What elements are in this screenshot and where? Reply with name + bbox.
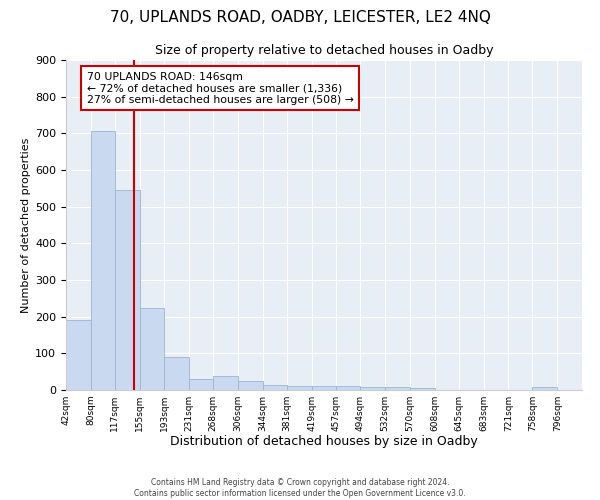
Bar [115, 190, 140, 390]
Bar [164, 357, 189, 390]
Bar [532, 386, 557, 390]
Text: 70, UPLANDS ROAD, OADBY, LEICESTER, LE2 4NQ: 70, UPLANDS ROAD, OADBY, LEICESTER, LE2 … [110, 10, 490, 25]
Bar [238, 381, 263, 390]
Bar [66, 320, 91, 390]
Bar [311, 386, 337, 390]
Bar [140, 308, 164, 390]
Text: Contains HM Land Registry data © Crown copyright and database right 2024.
Contai: Contains HM Land Registry data © Crown c… [134, 478, 466, 498]
Bar [263, 385, 287, 390]
Bar [385, 387, 410, 390]
Y-axis label: Number of detached properties: Number of detached properties [21, 138, 31, 312]
Title: Size of property relative to detached houses in Oadby: Size of property relative to detached ho… [155, 44, 493, 58]
Bar [213, 376, 238, 390]
Bar [91, 131, 115, 390]
Bar [410, 388, 435, 390]
Bar [189, 379, 213, 390]
X-axis label: Distribution of detached houses by size in Oadby: Distribution of detached houses by size … [170, 436, 478, 448]
Text: 70 UPLANDS ROAD: 146sqm
← 72% of detached houses are smaller (1,336)
27% of semi: 70 UPLANDS ROAD: 146sqm ← 72% of detache… [86, 72, 353, 105]
Bar [337, 386, 361, 390]
Bar [361, 386, 385, 390]
Bar [287, 386, 311, 390]
